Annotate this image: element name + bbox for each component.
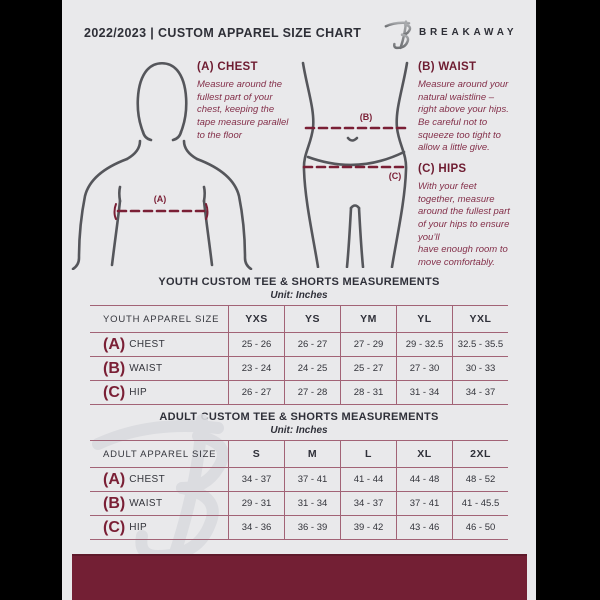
waist-instruction-body: Measure around your natural waistline – … <box>418 79 509 154</box>
hips-instruction: (C) HIPS With your feet together, measur… <box>418 163 533 269</box>
brand-lockup: BREAKAWAY <box>382 17 532 51</box>
size-column-header: YXS <box>228 306 284 332</box>
measurement-value: 34 - 36 <box>228 516 284 539</box>
measurement-value: 31 - 34 <box>396 381 452 404</box>
table-row: (C) HIP 34 - 36 36 - 39 39 - 42 43 - 46 46 - 5… <box>90 516 508 540</box>
breakaway-logo-icon <box>384 20 412 50</box>
measurement-value: 48 - 52 <box>452 468 508 491</box>
table-row: (A) CHEST 34 - 37 37 - 41 41 - 44 44 - 48 48 -… <box>90 468 508 492</box>
measurement-value: 25 - 26 <box>228 333 284 356</box>
row-label-prefix: (C) <box>103 383 126 401</box>
row-label: (C) HIP <box>90 516 228 539</box>
row-label-text: WAIST <box>129 498 163 509</box>
youth-section-unit: Unit: Inches <box>270 290 328 301</box>
size-column-header: 2XL <box>452 441 508 467</box>
row-label-prefix: (B) <box>103 359 126 377</box>
row-label-text: HIP <box>129 387 148 398</box>
row-label-text: CHEST <box>129 474 166 485</box>
table-header-row: YOUTH APPAREL SIZE YXS YS YM YL YXL <box>90 306 508 333</box>
size-column-header: S <box>228 441 284 467</box>
row-label-prefix: (A) <box>103 470 126 488</box>
hips-line-label: (C) <box>388 171 402 181</box>
measurement-value: 34 - 37 <box>452 381 508 404</box>
measurement-value: 41 - 45.5 <box>452 492 508 515</box>
measurement-value: 29 - 32.5 <box>396 333 452 356</box>
measurement-value: 34 - 37 <box>228 468 284 491</box>
measurement-value: 39 - 42 <box>340 516 396 539</box>
measurement-value: 29 - 31 <box>228 492 284 515</box>
adult-section-unit: Unit: Inches <box>270 425 328 436</box>
table-row: (B) WAIST 23 - 24 24 - 25 25 - 27 27 - 30 30 -… <box>90 357 508 381</box>
size-column-header: YM <box>340 306 396 332</box>
chest-line-label: (A) <box>153 194 167 204</box>
measurement-value: 28 - 31 <box>340 381 396 404</box>
row-label-prefix: (C) <box>103 518 126 536</box>
measurement-value: 44 - 48 <box>396 468 452 491</box>
chest-instruction-heading: (A) CHEST <box>197 61 258 73</box>
row-label: (A) CHEST <box>90 468 228 491</box>
size-column-header: L <box>340 441 396 467</box>
measurement-value: 46 - 50 <box>452 516 508 539</box>
watermark-b-logo-icon <box>92 414 229 563</box>
table-label-header: YOUTH APPAREL SIZE <box>103 313 220 325</box>
row-label-text: CHEST <box>129 339 166 350</box>
measurement-value: 32.5 - 35.5 <box>452 333 508 356</box>
lower-body-figure <box>301 61 410 268</box>
measurement-value: 26 - 27 <box>284 333 340 356</box>
measurement-value: 27 - 28 <box>284 381 340 404</box>
size-column-header: YL <box>396 306 452 332</box>
row-label: (A) CHEST <box>90 333 228 356</box>
size-column-header: YS <box>284 306 340 332</box>
table-row: (A) CHEST 25 - 26 26 - 27 27 - 29 29 - 32.5 32… <box>90 333 508 357</box>
waist-instruction: (B) WAIST Measure around your natural wa… <box>418 61 533 155</box>
measurement-value: 26 - 27 <box>228 381 284 404</box>
waist-line-label: (B) <box>359 112 373 122</box>
size-chart-page: 2022/2023 | CUSTOM APPAREL SIZE CHART BR… <box>62 0 536 600</box>
hips-instruction-body: With your feet together, measure around … <box>418 181 510 268</box>
measurement-value: 24 - 25 <box>284 357 340 380</box>
hips-instruction-heading: (C) HIPS <box>418 163 467 175</box>
row-label: (B) WAIST <box>90 492 228 515</box>
chest-instruction-body: Measure around the fullest part of your … <box>197 79 289 141</box>
measurement-value: 27 - 30 <box>396 357 452 380</box>
row-label: (B) WAIST <box>90 357 228 380</box>
table-row: (B) WAIST 29 - 31 31 - 34 34 - 37 37 - 41 41 -… <box>90 492 508 516</box>
row-label-prefix: (B) <box>103 494 126 512</box>
youth-size-table: YOUTH APPAREL SIZE YXS YS YM YL YXL (A) CHEST 25… <box>90 305 508 405</box>
size-column-header: YXL <box>452 306 508 332</box>
footer-bar <box>72 554 527 600</box>
measurement-value: 25 - 27 <box>340 357 396 380</box>
table-header-row: ADULT APPAREL SIZE S M L XL 2XL <box>90 441 508 468</box>
measurement-value: 31 - 34 <box>284 492 340 515</box>
size-column-header: XL <box>396 441 452 467</box>
adult-section-title: ADULT CUSTOM TEE & SHORTS MEASUREMENTS <box>159 411 439 423</box>
youth-section-title: YOUTH CUSTOM TEE & SHORTS MEASUREMENTS <box>158 276 440 288</box>
row-label-prefix: (A) <box>103 335 126 353</box>
chest-instruction: (A) CHEST Measure around the fullest par… <box>197 61 302 142</box>
measurement-value: 23 - 24 <box>228 357 284 380</box>
upper-body-figure <box>71 61 253 270</box>
measurement-value: 36 - 39 <box>284 516 340 539</box>
row-label: (C) HIP <box>90 381 228 404</box>
measurement-value: 37 - 41 <box>284 468 340 491</box>
measurement-value: 43 - 46 <box>396 516 452 539</box>
measurement-value: 34 - 37 <box>340 492 396 515</box>
measurement-value: 41 - 44 <box>340 468 396 491</box>
table-row: (C) HIP 26 - 27 27 - 28 28 - 31 31 - 34 34 - 3… <box>90 381 508 405</box>
row-label-text: HIP <box>129 522 148 533</box>
measurement-value: 27 - 29 <box>340 333 396 356</box>
measurement-value: 37 - 41 <box>396 492 452 515</box>
measurement-value: 30 - 33 <box>452 357 508 380</box>
waist-instruction-heading: (B) WAIST <box>418 61 477 73</box>
brand-name: BREAKAWAY <box>419 27 518 38</box>
page-title: 2022/2023 | CUSTOM APPAREL SIZE CHART <box>84 25 362 40</box>
row-label-text: WAIST <box>129 363 163 374</box>
adult-size-table: ADULT APPAREL SIZE S M L XL 2XL (A) CHEST 34 - 3… <box>90 440 508 540</box>
size-column-header: M <box>284 441 340 467</box>
table-label-header: ADULT APPAREL SIZE <box>103 448 217 460</box>
